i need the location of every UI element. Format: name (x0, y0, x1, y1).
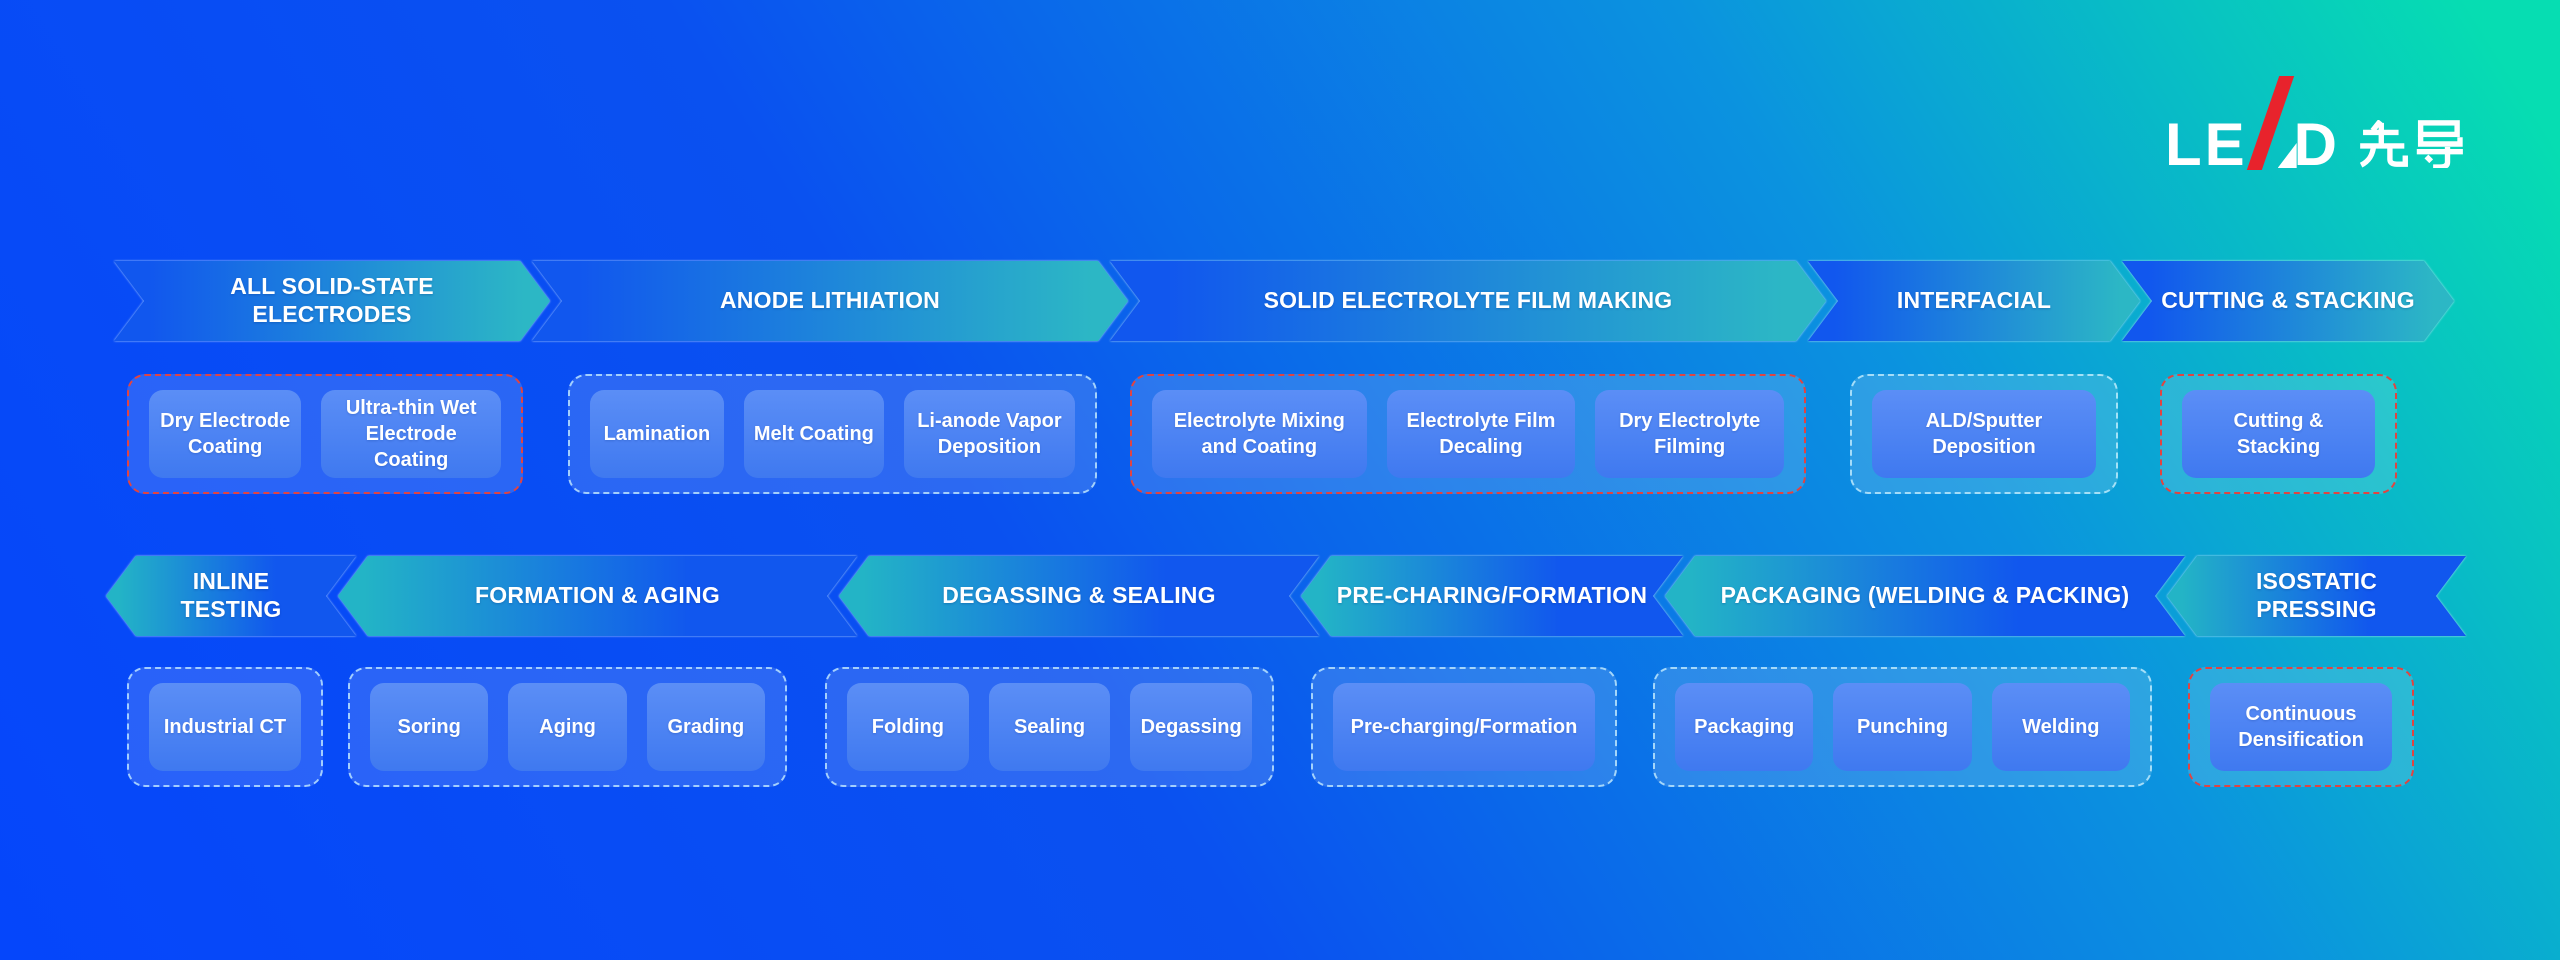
chip-electrolyte-mixing-and-coating: Electrolyte Mixing and Coating (1152, 390, 1367, 478)
chip-label: Ultra-thin Wet Electrode Coating (345, 397, 477, 471)
chip-label: Dry Electrode Coating (160, 410, 291, 458)
logo-cjk-xiandao-icon (2359, 120, 2463, 168)
chip-dry-electrode-coating: Dry Electrode Coating (149, 390, 302, 478)
arrow-label: FORMATION & AGING (475, 582, 720, 609)
chip-label: Continuous Densification (2238, 703, 2364, 751)
group-pre-charging-formation: Pre-charging/Formation (1311, 667, 1617, 787)
arrow-label: SOLID ELECTROLYTE FILM MAKING (1263, 287, 1673, 314)
chip-welding: Welding (1991, 683, 2130, 771)
chip-ald-sputter-deposition: ALD/Sputter Deposition (1872, 390, 2096, 478)
chip-grading: Grading (646, 683, 765, 771)
chip-punching: Punching (1833, 683, 1972, 771)
arrow-shape: ISOSTATIC PRESSING (2167, 556, 2466, 636)
arrow-interfacial: INTERFACIAL (1808, 261, 2140, 341)
chip-soring: Soring (370, 683, 489, 771)
arrow-cutting-stacking: CUTTING & STACKING (2122, 261, 2454, 341)
arrow-solid-electrolyte-film-making: SOLID ELECTROLYTE FILM MAKING (1110, 261, 1826, 341)
chip-industrial-ct: Industrial CT (149, 683, 301, 771)
arrow-shape: DEGASSING & SEALING (839, 556, 1319, 636)
arrow-shape: INTERFACIAL (1808, 261, 2140, 341)
logo-slash-bar (2246, 76, 2294, 170)
chip-ultra-thin-wet-electrode-coating: Ultra-thin Wet Electrode Coating (321, 390, 501, 478)
arrow-label: INLINE TESTING (180, 568, 282, 622)
chip-electrolyte-film-decaling: Electrolyte Film Decaling (1386, 390, 1576, 478)
arrow-degassing-sealing: DEGASSING & SEALING (839, 556, 1319, 636)
chip-label: Electrolyte Film Decaling (1406, 410, 1556, 458)
chip-pre-charging-formation: Pre-charging/Formation (1333, 683, 1595, 771)
arrow-label: PRE-CHARING/FORMATION (1336, 582, 1648, 609)
group-industrial-ct: Industrial CT (127, 667, 323, 787)
chip-li-anode-vapor-deposition: Li-anode Vapor Deposition (903, 390, 1075, 478)
arrow-label: INTERFACIAL (1896, 287, 2052, 314)
group-ald-sputter-deposition: ALD/Sputter Deposition (1850, 374, 2118, 494)
arrow-anode-lithiation: ANODE LITHIATION (532, 261, 1128, 341)
arrow-packaging-welding-packing: PACKAGING (WELDING & PACKING) (1665, 556, 2185, 636)
arrow-shape: PACKAGING (WELDING & PACKING) (1665, 556, 2185, 636)
group-electrolyte-mixing-and-coating: Electrolyte Mixing and Coating Electrolyt… (1130, 374, 1806, 494)
arrow-shape: ALL SOLID-STATE ELECTRODES (114, 261, 550, 341)
chip-label: Melt Coating (753, 423, 874, 445)
logo-text-le: LE (2164, 111, 2248, 178)
group-lamination: Lamination Melt Coating Li-anode Vapor Dep… (568, 374, 1097, 494)
chip-label: Punching (1856, 716, 1949, 738)
group-continuous-densification: Continuous Densification (2188, 667, 2414, 787)
arrow-label: ISOSTATIC PRESSING (2255, 568, 2378, 622)
chip-label: Li-anode Vapor Deposition (917, 410, 1062, 458)
chip-cutting-stacking: Cutting & Stacking (2182, 390, 2375, 478)
arrow-label: DEGASSING & SEALING (942, 582, 1216, 609)
arrow-shape: PRE-CHARING/FORMATION (1301, 556, 1683, 636)
arrow-isostatic-pressing: ISOSTATIC PRESSING (2167, 556, 2466, 636)
group-soring: Soring Aging Grading (348, 667, 787, 787)
chip-label: Degassing (1140, 716, 1242, 738)
arrow-label: ANODE LITHIATION (720, 287, 940, 314)
group-cutting-stacking: Cutting & Stacking (2160, 374, 2397, 494)
chip-label: Cutting & Stacking (2233, 410, 2324, 458)
chip-label: Packaging (1694, 716, 1795, 738)
arrow-pre-charing-formation: PRE-CHARING/FORMATION (1301, 556, 1683, 636)
chip-packaging: Packaging (1675, 683, 1814, 771)
logo-a-wedge (2277, 143, 2297, 168)
arrow-label: PACKAGING (WELDING & PACKING) (1720, 582, 2130, 609)
logo-text-d: D (2293, 111, 2340, 178)
chip-label: Sealing (1013, 716, 1086, 738)
chip-label: Folding (871, 716, 944, 738)
chip-label: Soring (397, 716, 461, 738)
chip-label: Industrial CT (163, 716, 287, 738)
arrow-label: CUTTING & STACKING (2161, 287, 2415, 314)
arrow-shape: ANODE LITHIATION (532, 261, 1128, 341)
arrow-all-solid-state-electrodes: ALL SOLID-STATE ELECTRODES (114, 261, 550, 341)
chip-label: Aging (539, 716, 596, 738)
lead-logo: LE D (2164, 76, 2468, 178)
chip-label: Dry Electrolyte Filming (1619, 410, 1761, 458)
arrow-shape: SOLID ELECTROLYTE FILM MAKING (1110, 261, 1826, 341)
logo-red-slash-icon (2246, 76, 2297, 170)
chip-aging: Aging (508, 683, 627, 771)
group-packaging: Packaging Punching Welding (1653, 667, 2152, 787)
arrow-shape: FORMATION & AGING (338, 556, 857, 636)
chip-dry-electrolyte-filming: Dry Electrolyte Filming (1595, 390, 1785, 478)
chip-label: Grading (667, 716, 745, 738)
chip-label: Electrolyte Mixing and Coating (1173, 410, 1345, 458)
chip-degassing: Degassing (1130, 683, 1253, 771)
group-dry-electrode-coating: Dry Electrode Coating Ultra-thin Wet Elec… (127, 374, 523, 494)
chip-label: Lamination (603, 423, 711, 445)
arrow-shape: CUTTING & STACKING (2122, 261, 2454, 341)
arrow-inline-testing: INLINE TESTING (106, 556, 356, 636)
arrow-formation-aging: FORMATION & AGING (338, 556, 857, 636)
chip-sealing: Sealing (988, 683, 1111, 771)
chip-lamination: Lamination (590, 390, 724, 478)
chip-folding: Folding (847, 683, 969, 771)
arrow-shape: INLINE TESTING (106, 556, 356, 636)
chip-label: Welding (2022, 716, 2100, 738)
group-folding: Folding Sealing Degassing (825, 667, 1274, 787)
chip-continuous-densification: Continuous Densification (2210, 683, 2392, 771)
chip-label: Pre-charging/Formation (1350, 716, 1578, 738)
arrow-label: ALL SOLID-STATE ELECTRODES (230, 273, 434, 327)
chip-melt-coating: Melt Coating (743, 390, 884, 478)
chip-label: ALD/Sputter Deposition (1925, 410, 2043, 458)
